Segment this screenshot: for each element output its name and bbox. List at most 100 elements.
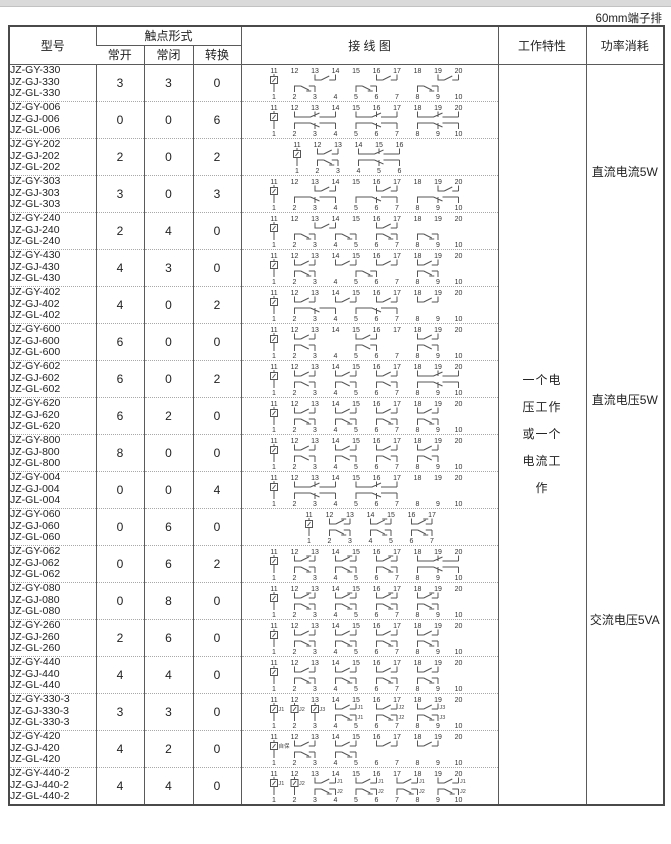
svg-text:4: 4 xyxy=(333,723,337,730)
model-name: JZ-GY-402 xyxy=(10,286,61,299)
svg-text:自保: 自保 xyxy=(278,742,290,750)
svg-text:12: 12 xyxy=(290,623,298,630)
table-row: JZ-GY-202 JZ-GJ-202 JZ-GL-202 2 0 2 11 12 13 14 15… xyxy=(9,137,664,175)
normally-closed-count: 2 xyxy=(143,729,193,767)
svg-text:5: 5 xyxy=(354,316,358,323)
wiring-cell: 11 12 13 14 15 16 17 18 19 20 1 2 3 4 5 6 7 8 9 10 xyxy=(240,581,499,619)
svg-text:13: 13 xyxy=(311,105,319,112)
svg-text:19: 19 xyxy=(434,697,442,704)
svg-text:5: 5 xyxy=(354,390,358,397)
header-power: 功率消耗 xyxy=(585,26,665,65)
svg-text:13: 13 xyxy=(311,475,319,482)
changeover-count: 0 xyxy=(192,248,242,286)
svg-text:10: 10 xyxy=(454,353,462,360)
normally-closed-count: 8 xyxy=(143,581,193,619)
svg-text:20: 20 xyxy=(454,438,462,445)
wiring-cell: 11 12 13 14 15 16 1 2 3 4 5 6 xyxy=(240,137,499,175)
svg-text:3: 3 xyxy=(313,575,317,582)
svg-text:12: 12 xyxy=(290,438,298,445)
svg-text:6: 6 xyxy=(374,501,378,508)
svg-text:7: 7 xyxy=(395,427,399,434)
svg-text:9: 9 xyxy=(436,649,440,656)
model-name: JZ-GY-004 xyxy=(10,471,61,484)
wiring-diagram: 11 12 13 14 15 16 171 2 3 4 5 6 7 xyxy=(304,512,436,545)
model-name: JZ-GJ-620 xyxy=(10,408,60,421)
svg-text:12: 12 xyxy=(290,68,298,75)
svg-text:8: 8 xyxy=(415,316,419,323)
svg-text:18: 18 xyxy=(413,327,421,334)
svg-text:8: 8 xyxy=(415,649,419,656)
svg-text:4: 4 xyxy=(368,538,372,545)
svg-text:17: 17 xyxy=(393,549,401,556)
characteristics-text: 一个电压工作或一个电流工作 xyxy=(522,372,562,495)
svg-text:5: 5 xyxy=(354,279,358,286)
svg-text:15: 15 xyxy=(352,771,360,778)
svg-text:14: 14 xyxy=(331,364,339,371)
model-cell: JZ-GY-260 JZ-GJ-260 JZ-GL-260 xyxy=(9,618,96,656)
normally-closed-count: 0 xyxy=(143,285,193,323)
wiring-cell: 11 12 13 14 15 16 17 18 19 20 1 2 3 4 5 6 7 8 9 10 xyxy=(240,359,499,397)
svg-text:8: 8 xyxy=(415,279,419,286)
changeover-count: 0 xyxy=(192,433,242,471)
svg-text:J2: J2 xyxy=(398,715,404,721)
model-name: JZ-GL-240 xyxy=(10,235,61,248)
svg-text:9: 9 xyxy=(436,94,440,101)
svg-text:18: 18 xyxy=(413,216,421,223)
svg-text:5: 5 xyxy=(354,501,358,508)
model-cell: JZ-GY-303 JZ-GJ-303 JZ-GL-303 xyxy=(9,174,96,212)
wiring-diagram: 11 12 13 14 15 16 17 18 19 201 2 3 4 5 6 7 8 9 10 xyxy=(269,216,462,249)
svg-text:13: 13 xyxy=(311,179,319,186)
svg-text:14: 14 xyxy=(331,771,339,778)
wiring-cell: 11 12 13 14 15 16 17 1 2 3 4 5 6 7 xyxy=(240,507,499,545)
svg-text:6: 6 xyxy=(374,649,378,656)
svg-text:6: 6 xyxy=(374,612,378,619)
svg-text:20: 20 xyxy=(454,734,462,741)
model-name: JZ-GL-402 xyxy=(10,309,61,322)
svg-text:10: 10 xyxy=(454,316,462,323)
svg-text:11: 11 xyxy=(270,660,277,667)
characteristics-cell: 一个电压工作或一个电流工作 xyxy=(497,64,587,805)
svg-text:J2: J2 xyxy=(460,789,466,795)
svg-text:12: 12 xyxy=(290,327,298,334)
normally-open-count: 2 xyxy=(95,137,144,175)
changeover-count: 0 xyxy=(192,692,242,730)
header-wiring: 接 线 图 xyxy=(240,26,499,65)
svg-text:20: 20 xyxy=(454,586,462,593)
svg-text:20: 20 xyxy=(454,179,462,186)
svg-text:5: 5 xyxy=(354,427,358,434)
power-label: 交流电压5VA xyxy=(589,612,660,627)
svg-text:16: 16 xyxy=(372,660,380,667)
svg-text:9: 9 xyxy=(436,575,440,582)
svg-text:J1: J1 xyxy=(278,707,284,713)
svg-text:18: 18 xyxy=(413,438,421,445)
model-cell: JZ-GY-600 JZ-GJ-600 JZ-GL-600 xyxy=(9,322,96,360)
svg-text:11: 11 xyxy=(270,68,277,75)
model-cell: JZ-GY-800 JZ-GJ-800 JZ-GL-800 xyxy=(9,433,96,471)
svg-text:10: 10 xyxy=(454,131,462,138)
svg-text:14: 14 xyxy=(331,68,339,75)
normally-closed-count: 6 xyxy=(143,507,193,545)
changeover-count: 3 xyxy=(192,174,242,212)
svg-text:13: 13 xyxy=(311,771,319,778)
wiring-cell: 11 12 13 14 15 16 17 18 19 20 1 2 3 4 5 6 7 8 9 10 xyxy=(240,618,499,656)
svg-text:12: 12 xyxy=(290,586,298,593)
normally-open-count: 6 xyxy=(95,359,144,397)
svg-text:9: 9 xyxy=(436,686,440,693)
model-cell: JZ-GY-440 JZ-GJ-440 JZ-GL-440 xyxy=(9,655,96,693)
table-row: JZ-GY-602 JZ-GJ-602 JZ-GL-602 6 0 2 11 12 13 14 15… xyxy=(9,359,664,397)
model-name: JZ-GL-202 xyxy=(10,161,61,174)
svg-text:8: 8 xyxy=(415,760,419,767)
svg-text:5: 5 xyxy=(389,538,393,545)
model-name: JZ-GY-240 xyxy=(10,212,61,225)
svg-text:7: 7 xyxy=(395,501,399,508)
svg-text:15: 15 xyxy=(352,216,360,223)
model-cell: JZ-GY-440-2 JZ-GJ-440-2 JZ-GL-440-2 xyxy=(9,766,96,805)
svg-text:3: 3 xyxy=(313,279,317,286)
svg-text:13: 13 xyxy=(311,290,319,297)
wiring-diagram: 11 12 13 14 15 16 17 18 19 201 2 3 4 5 6 7 8 9 10 xyxy=(269,179,462,212)
svg-text:6: 6 xyxy=(374,131,378,138)
svg-text:1: 1 xyxy=(272,575,276,582)
svg-text:10: 10 xyxy=(454,279,462,286)
changeover-count: 0 xyxy=(192,211,242,249)
svg-text:17: 17 xyxy=(393,216,401,223)
